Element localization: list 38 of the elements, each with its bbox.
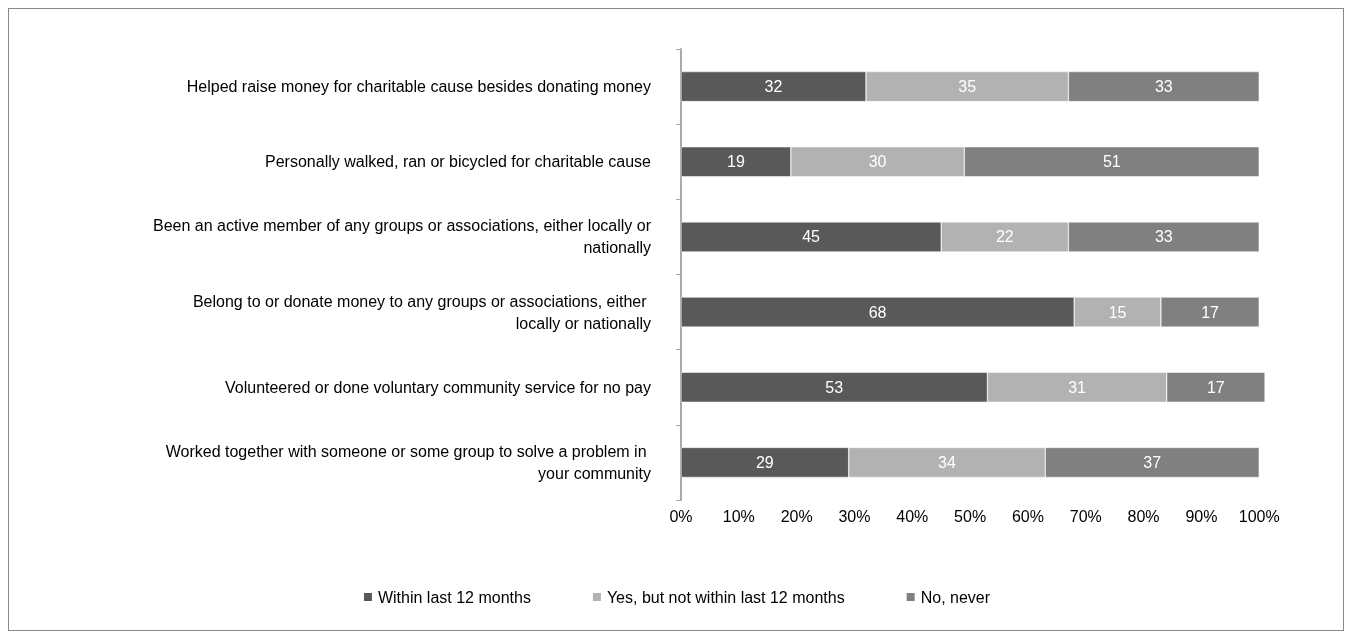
x-tick-label: 90% <box>1185 507 1218 525</box>
data-label: 35 <box>958 78 977 96</box>
data-label: 15 <box>1108 303 1127 321</box>
y-tick-label: Been an active member of any groups or associations, either locally or nationally <box>152 217 652 257</box>
data-label: 30 <box>868 153 887 171</box>
data-label: 31 <box>1068 378 1087 396</box>
x-tick-label: 70% <box>1069 507 1102 525</box>
y-tick-label: Personally walked, ran or bicycled for charitable cause <box>265 153 652 171</box>
y-tick-label: Belong to or donate money to any groups or associations, either locally or nationally <box>192 292 651 332</box>
x-tick-label: 30% <box>838 507 871 525</box>
data-label: 51 <box>1102 153 1121 171</box>
data-label: 19 <box>727 153 745 171</box>
x-tick-label: 60% <box>1011 507 1044 525</box>
data-label: 34 <box>938 453 956 471</box>
data-label: 68 <box>868 303 887 321</box>
data-label: 45 <box>802 228 821 246</box>
x-tick-label: 20% <box>780 507 813 525</box>
y-tick-label: Worked together with someone or some group to solve a problem in your community <box>165 442 651 482</box>
data-label: 37 <box>1143 453 1162 471</box>
x-tick-label: 50% <box>954 507 987 525</box>
legend-label: No, never <box>920 588 991 606</box>
x-tick-label: 40% <box>896 507 929 525</box>
data-label: 22 <box>995 228 1014 246</box>
data-label: 32 <box>764 78 783 96</box>
data-label: 53 <box>825 378 844 396</box>
data-label: 33 <box>1154 228 1173 246</box>
x-tick-label: 10% <box>722 507 755 525</box>
legend-label: Yes, but not within last 12 months <box>606 588 845 606</box>
y-tick-label: Volunteered or done voluntary community service for no pay <box>224 378 651 396</box>
legend-label: Within last 12 months <box>377 588 531 606</box>
x-tick-label: 0% <box>669 507 693 525</box>
data-label: 29 <box>755 453 774 471</box>
data-label: 17 <box>1201 303 1220 321</box>
data-label: 17 <box>1206 378 1225 396</box>
x-tick-label: 100% <box>1238 507 1280 525</box>
y-tick-label: Helped raise money for charitable cause besides donating money <box>186 78 651 96</box>
data-label: 33 <box>1154 78 1173 96</box>
x-tick-label: 80% <box>1127 507 1160 525</box>
